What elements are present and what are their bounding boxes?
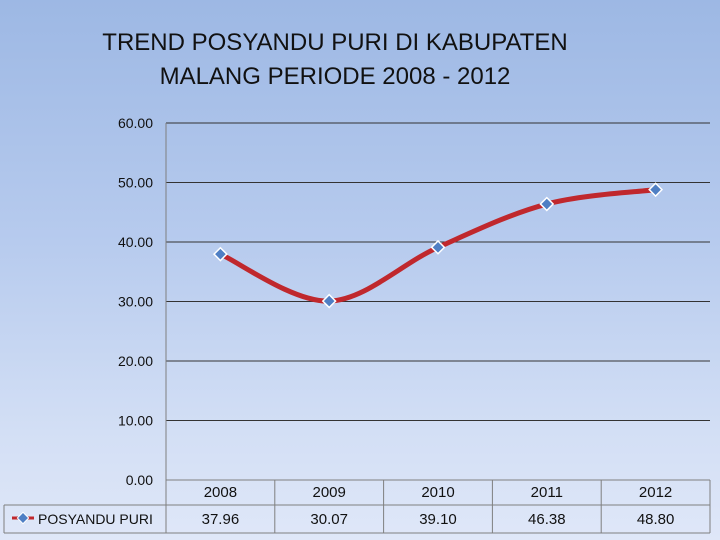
data-table-value: 37.96 [202,511,240,528]
x-tick-label: 2012 [639,484,672,501]
data-table-value: 46.38 [528,511,566,528]
x-tick-label: 2011 [531,484,563,501]
y-tick-label: 10.00 [118,413,153,429]
data-point-marker [212,246,228,262]
data-table-value: 39.10 [419,511,457,528]
y-tick-label: 30.00 [118,294,153,310]
chart-title-line-1: TREND POSYANDU PURI DI KABUPATEN [102,29,568,56]
y-tick-label: 0.00 [126,472,153,488]
data-table-value: 30.07 [310,511,348,528]
x-tick-label: 2009 [313,484,346,501]
data-point-marker [539,196,555,212]
data-point-marker [321,293,337,309]
x-tick-label: 2008 [204,484,237,501]
data-table-value: 48.80 [637,511,675,528]
data-point-marker [430,239,446,255]
data-point-marker [648,182,664,198]
y-tick-label: 50.00 [118,175,153,191]
y-tick-label: 40.00 [118,234,153,250]
y-tick-label: 60.00 [118,115,153,131]
chart-title-line-2: MALANG PERIODE 2008 - 2012 [159,63,511,90]
legend-label: POSYANDU PURI [38,511,153,527]
legend-marker-swatch [16,511,30,525]
x-tick-label: 2010 [421,484,454,501]
y-tick-label: 20.00 [118,353,153,369]
chart-title: TREND POSYANDU PURI DI KABUPATEN MALANG … [70,26,600,94]
